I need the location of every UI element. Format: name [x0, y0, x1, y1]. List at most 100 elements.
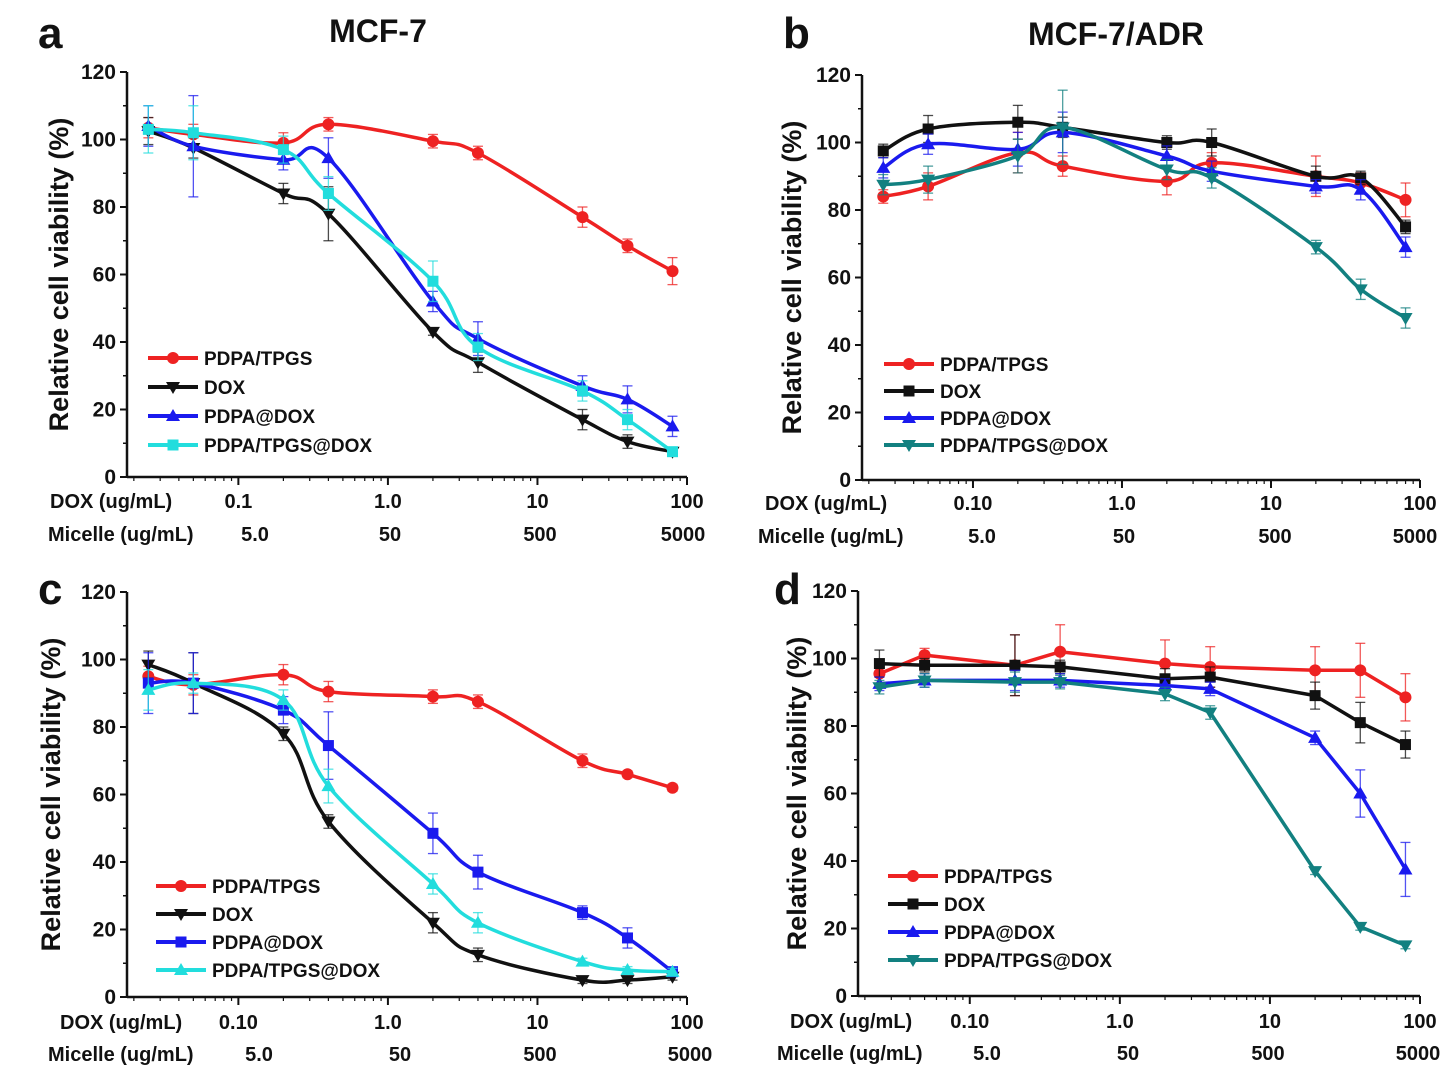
- panel-letter: b: [783, 9, 810, 58]
- data-point: [276, 728, 291, 741]
- x-tick-label-dox: 0.1: [224, 491, 252, 513]
- data-point: [576, 211, 589, 224]
- legend-marker: [166, 409, 180, 421]
- data-point: [472, 341, 484, 353]
- data-point: [1399, 691, 1412, 704]
- data-point: [1012, 116, 1024, 128]
- x-tick-label-dox: 10: [526, 1012, 548, 1034]
- data-point: [276, 188, 291, 201]
- y-axis-label: Relative cell viability (%): [36, 638, 66, 952]
- chart-panel-c: c 0 20 40 60 80 100 120 Relative cell viability …: [36, 565, 712, 1066]
- x-tick-label-micelle: 500: [1258, 526, 1291, 548]
- data-point: [1398, 313, 1413, 325]
- y-tick-label: 60: [828, 267, 851, 290]
- data-point: [186, 676, 201, 689]
- data-point: [470, 915, 485, 928]
- x-tick-label-micelle: 5.0: [973, 1043, 1001, 1065]
- legend-marker: [907, 870, 919, 882]
- data-point: [1203, 707, 1218, 720]
- x-tick-label-micelle: 500: [523, 1044, 556, 1066]
- data-point: [322, 740, 334, 752]
- x-tick-label-dox: 1.0: [374, 1012, 402, 1034]
- chart-panel-b: b MCF-7/ADR 0 20 40 60 80 100 120 Relative cell v…: [758, 9, 1437, 548]
- data-point: [877, 190, 890, 203]
- y-tick-label: 40: [828, 334, 851, 357]
- x-axis-label-micelle: Micelle (ug/mL): [777, 1043, 923, 1065]
- data-point: [1355, 172, 1367, 184]
- panel-letter: d: [774, 565, 801, 614]
- data-point: [1056, 160, 1069, 173]
- x-tick-label-micelle: 5000: [1396, 1043, 1441, 1065]
- x-axis-label-micelle: Micelle (ug/mL): [758, 526, 904, 548]
- data-point: [665, 419, 680, 432]
- series-pdpa-tpgs-dox: [141, 668, 680, 977]
- y-axis-label: Relative cell viability (%): [782, 637, 812, 951]
- x-tick-label-dox: 1.0: [1108, 493, 1136, 515]
- y-tick-label: 100: [81, 129, 116, 152]
- data-point: [917, 675, 932, 688]
- legend-item-pdpa-dox: PDPA@DOX: [884, 409, 1051, 430]
- data-point: [1308, 730, 1323, 743]
- legend-marker: [902, 440, 916, 452]
- data-point: [322, 188, 334, 199]
- legend-label: PDPA/TPGS: [944, 867, 1052, 888]
- data-point: [620, 436, 635, 449]
- series-line: [879, 661, 1407, 747]
- data-point: [921, 174, 936, 187]
- data-point: [1353, 284, 1368, 297]
- y-tick-label: 80: [824, 715, 847, 738]
- data-point: [321, 779, 336, 792]
- series-line: [883, 125, 1407, 320]
- legend-label: PDPA/TPGS@DOX: [204, 436, 372, 457]
- legend-item-pdpa-dox: PDPA@DOX: [148, 407, 315, 428]
- series-pdpa-dox: [142, 652, 679, 978]
- data-point: [425, 326, 440, 339]
- data-point: [426, 135, 439, 148]
- x-tick-label-dox: 0.10: [954, 493, 993, 515]
- legend-marker: [167, 439, 179, 451]
- y-tick-label: 20: [93, 399, 116, 422]
- legend-marker: [903, 385, 915, 397]
- x-tick-label-dox: 0.10: [950, 1011, 989, 1033]
- data-point: [1204, 671, 1216, 683]
- y-axis-label: Relative cell viability (%): [777, 121, 807, 435]
- series-line: [148, 122, 674, 273]
- y-tick-label: 0: [835, 985, 847, 1008]
- x-tick-label-micelle: 500: [523, 524, 556, 546]
- x-axis-label-dox: DOX (ug/mL): [765, 493, 887, 515]
- data-point: [1400, 221, 1412, 233]
- data-point: [872, 682, 887, 695]
- y-axis-label: Relative cell viability (%): [44, 118, 74, 432]
- series-line: [148, 679, 674, 974]
- data-point: [576, 385, 588, 397]
- x-tick-label-dox: 0.10: [219, 1012, 258, 1034]
- series-pdpa-tpgs-dox: [142, 105, 679, 458]
- legend-item-pdpa-dox: PDPA@DOX: [156, 933, 323, 954]
- data-point: [1398, 240, 1413, 253]
- y-tick-label: 20: [93, 919, 116, 942]
- x-tick-label-dox: 1.0: [374, 491, 402, 513]
- data-point: [1010, 151, 1025, 163]
- data-point: [1159, 149, 1174, 161]
- legend-label: PDPA@DOX: [212, 933, 323, 954]
- data-point: [1399, 193, 1412, 206]
- y-tick-label: 80: [828, 199, 851, 222]
- data-point: [187, 127, 199, 139]
- data-point: [666, 265, 679, 278]
- data-point: [876, 160, 891, 173]
- series-line: [147, 129, 673, 454]
- data-point: [1354, 664, 1367, 677]
- data-point: [471, 147, 484, 159]
- x-tick-label-micelle: 5000: [1393, 526, 1438, 548]
- legend-label: PDPA/TPGS@DOX: [212, 961, 380, 982]
- x-axis-label-dox: DOX (ug/mL): [50, 491, 172, 513]
- panel-letter: c: [38, 565, 62, 614]
- data-point: [621, 239, 634, 252]
- legend-item-dox: DOX: [148, 378, 246, 399]
- data-point: [1309, 664, 1322, 677]
- data-point: [1054, 645, 1067, 658]
- x-axis-label-micelle: Micelle (ug/mL): [48, 1044, 194, 1066]
- x-tick-label-micelle: 5.0: [241, 524, 269, 546]
- panel-title: MCF-7: [329, 13, 427, 49]
